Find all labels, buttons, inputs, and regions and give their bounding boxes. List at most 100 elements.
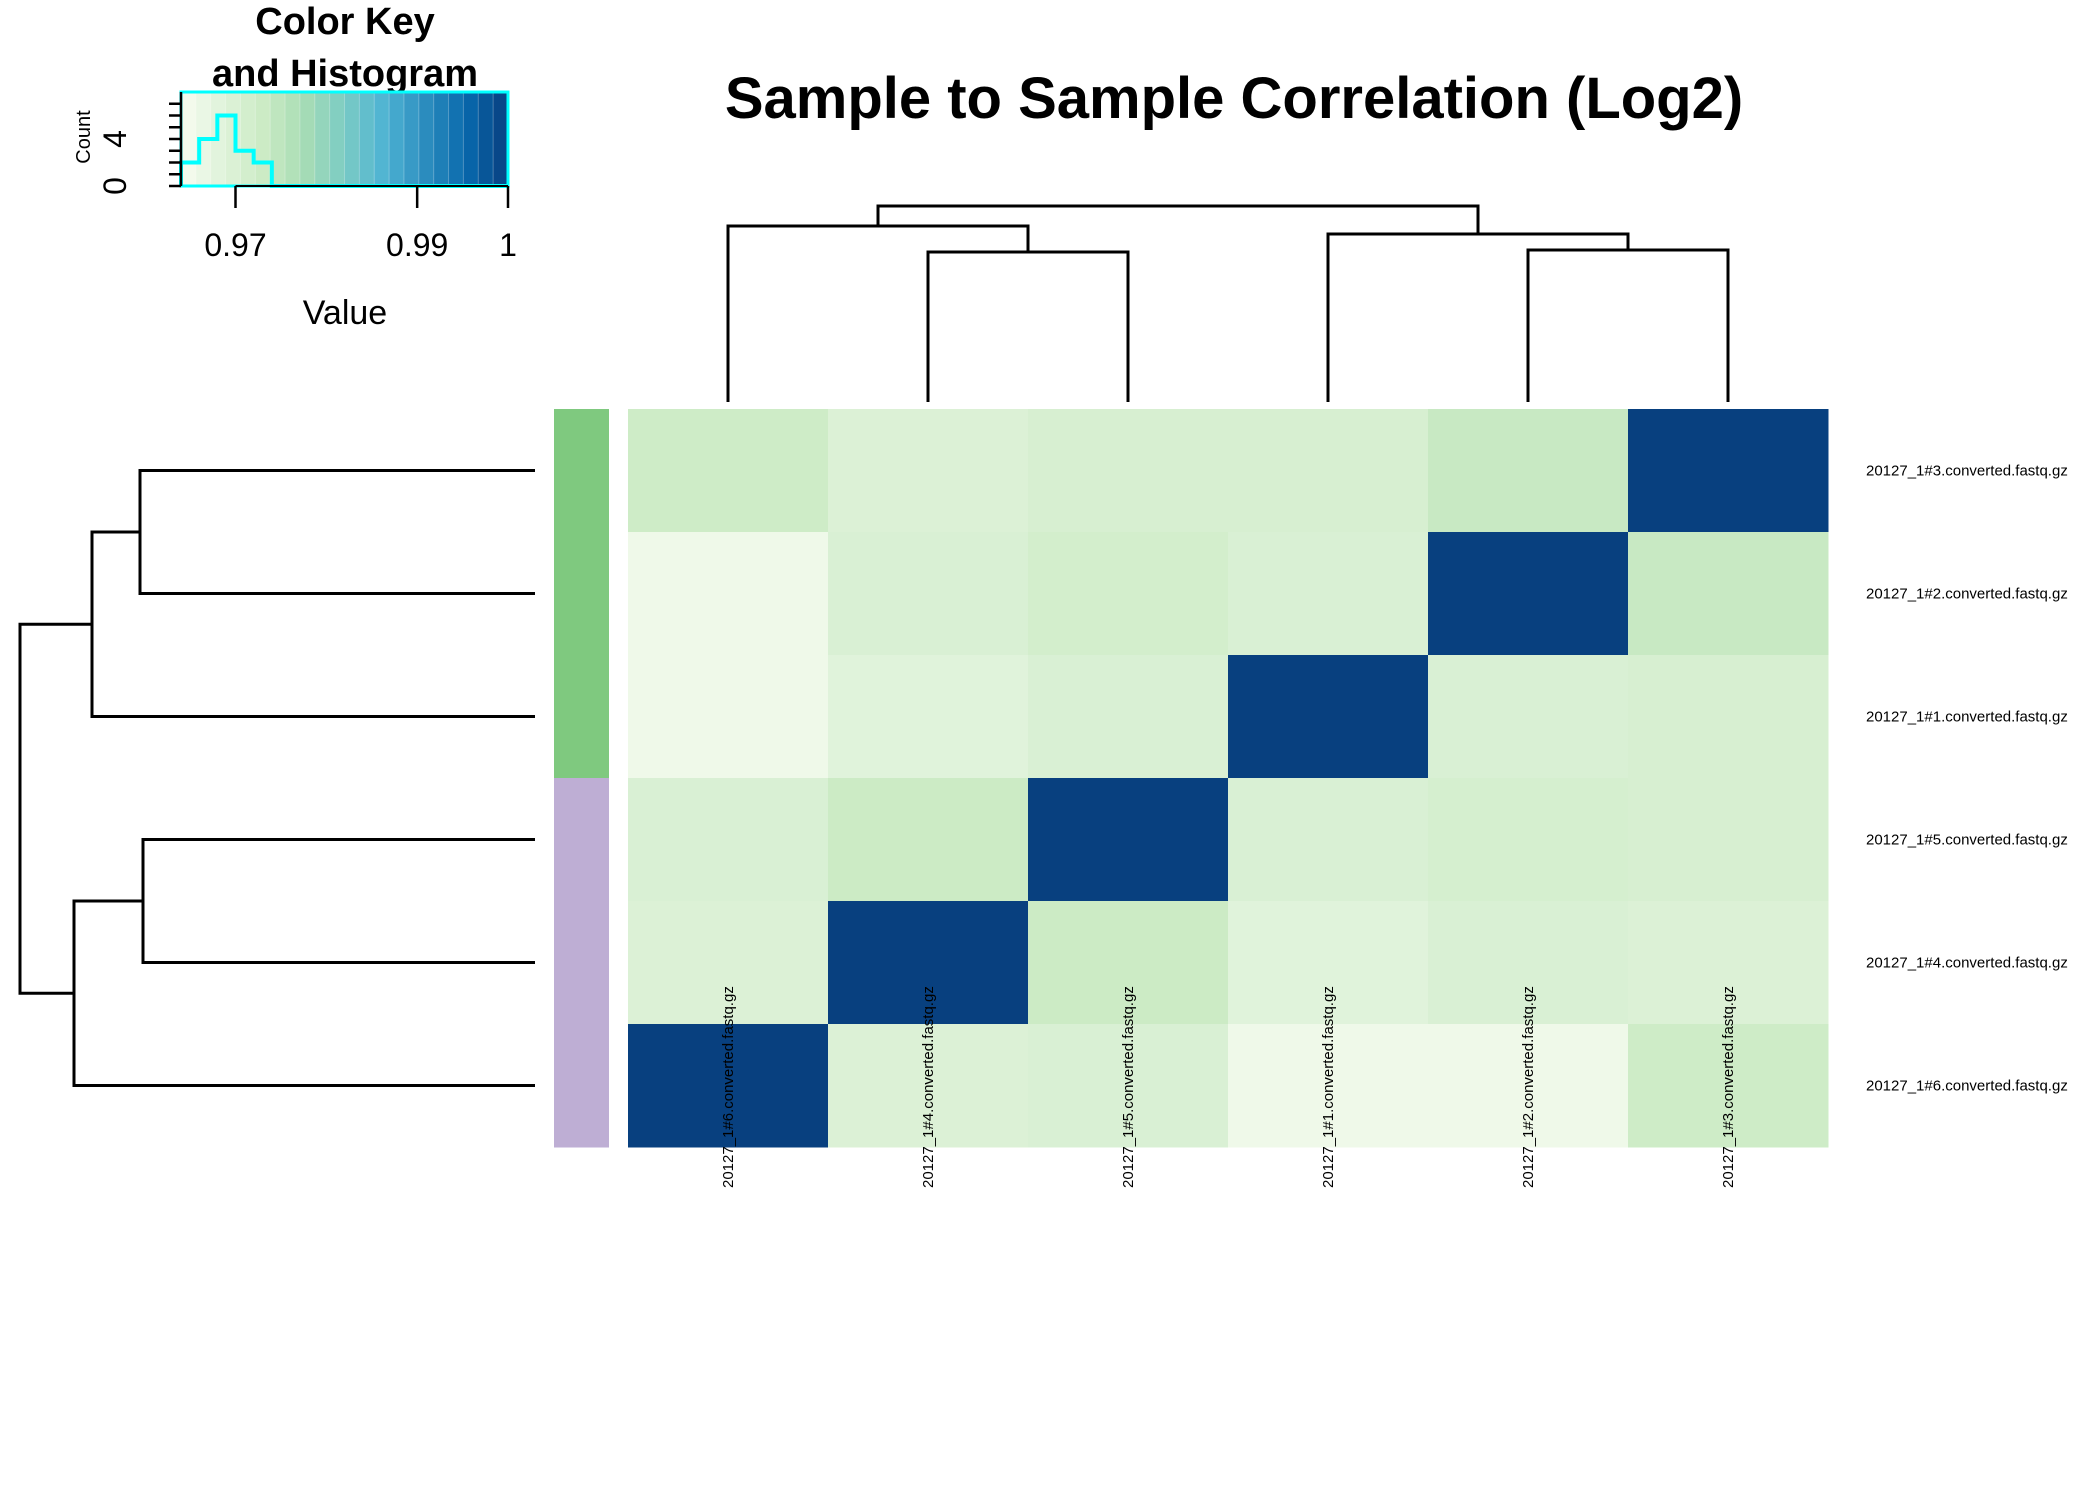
- heatmap-cells: [628, 409, 1829, 1148]
- heatmap-cell: [1028, 409, 1229, 533]
- color-key-axes: 0 4 0.97 0.99 1: [97, 92, 517, 263]
- row-dendrogram: [18, 469, 535, 1087]
- heatmap-cell: [1628, 1024, 1829, 1148]
- row-labels: 20127_1#3.converted.fastq.gz 20127_1#2.co…: [1866, 463, 2068, 1095]
- color-key: Color Key and Histogram 0 4 0.97 0.99 1 Valu…: [73, 1, 517, 332]
- heatmap-cell: [628, 532, 829, 656]
- heatmap-cell: [1428, 409, 1629, 533]
- color-key-swatch: [284, 91, 301, 187]
- heatmap-cell: [1228, 409, 1429, 533]
- color-key-x-tick-label: 0.99: [386, 227, 448, 263]
- heatmap-cell: [1028, 778, 1229, 902]
- heatmap-cell: [1628, 655, 1829, 779]
- color-key-swatch: [373, 91, 391, 187]
- row-label: 20127_1#6.converted.fastq.gz: [1866, 1078, 2068, 1095]
- heatmap-cell: [1428, 1024, 1629, 1148]
- color-key-x-tick-label: 1: [499, 227, 517, 263]
- color-key-y-tick-label: 4: [97, 130, 133, 148]
- heatmap-cell: [1628, 778, 1829, 902]
- heatmap-cell: [628, 901, 829, 1025]
- column-label: 20127_1#6.converted.fastq.gz: [720, 986, 737, 1188]
- color-key-title-line1: Color Key: [255, 1, 434, 43]
- row-side-color: [554, 778, 609, 902]
- heatmap-cell: [1628, 532, 1829, 656]
- heatmap-cell: [1428, 532, 1629, 656]
- color-key-swatch: [477, 91, 495, 187]
- row-side-color: [554, 901, 609, 1025]
- dendrogram-branch: [138, 469, 535, 595]
- color-key-swatch: [358, 91, 376, 187]
- row-side-color: [554, 1024, 609, 1148]
- row-side-color: [554, 532, 609, 656]
- color-key-xlabel: Value: [303, 294, 387, 332]
- column-label: 20127_1#3.converted.fastq.gz: [1720, 986, 1737, 1188]
- color-key-ylabel: Count: [73, 110, 95, 164]
- color-key-swatch: [180, 91, 197, 187]
- heatmap-cell: [1428, 655, 1629, 779]
- column-label: 20127_1#2.converted.fastq.gz: [1520, 986, 1537, 1188]
- heatmap-cell: [628, 409, 829, 533]
- dendrogram-branch: [141, 838, 535, 964]
- heatmap-cell: [1628, 901, 1829, 1025]
- row-label: 20127_1#2.converted.fastq.gz: [1866, 586, 2068, 603]
- color-key-swatch: [433, 91, 450, 187]
- column-labels: 20127_1#6.converted.fastq.gz 20127_1#4.co…: [720, 986, 1737, 1188]
- color-key-swatch: [448, 91, 465, 187]
- dendrogram-branch: [1326, 232, 1630, 402]
- color-key-y-tick-label: 0: [97, 177, 133, 195]
- heatmap-cell: [1628, 409, 1829, 533]
- heatmap-cell: [1428, 901, 1629, 1025]
- heatmap-cell: [828, 1024, 1029, 1148]
- column-label: 20127_1#1.converted.fastq.gz: [1320, 986, 1337, 1188]
- dendrogram-branch: [1526, 248, 1730, 402]
- color-key-swatch: [225, 91, 242, 187]
- heatmap-cell: [1228, 901, 1429, 1025]
- heatmap-cell: [1228, 1024, 1429, 1148]
- heatmap-cell: [1228, 778, 1429, 902]
- color-key-title-line2: and Histogram: [212, 53, 478, 95]
- row-side-color: [554, 655, 609, 779]
- color-key-swatch: [299, 91, 316, 187]
- color-key-swatch: [418, 91, 435, 187]
- row-label: 20127_1#1.converted.fastq.gz: [1866, 709, 2068, 726]
- color-key-swatch: [492, 91, 509, 187]
- row-label: 20127_1#4.converted.fastq.gz: [1866, 955, 2068, 972]
- heatmap-cell: [628, 655, 829, 779]
- column-label: 20127_1#4.converted.fastq.gz: [920, 986, 937, 1188]
- heatmap-cell: [628, 1024, 829, 1148]
- row-label: 20127_1#3.converted.fastq.gz: [1866, 463, 2068, 480]
- color-key-swatch: [462, 91, 480, 187]
- heatmap-cell: [828, 655, 1029, 779]
- color-key-x-tick-label: 0.97: [204, 227, 266, 263]
- heatmap-cell: [1028, 655, 1229, 779]
- column-dendrogram: [726, 204, 1730, 402]
- color-key-swatch: [329, 91, 346, 187]
- color-key-swatch: [314, 91, 331, 187]
- heatmap-cell: [1228, 655, 1429, 779]
- heatmap-cell: [1428, 778, 1629, 902]
- color-key-swatch: [344, 91, 361, 187]
- heatmap-cell: [828, 901, 1029, 1025]
- color-key-histogram-line: [179, 113, 508, 188]
- chart-title: Sample to Sample Correlation (Log2): [725, 66, 1743, 131]
- row-side-color-bar: [554, 409, 609, 1148]
- color-key-swatch: [239, 91, 257, 187]
- dendrogram-branch: [18, 622, 92, 995]
- color-key-swatch: [254, 91, 272, 187]
- column-label: 20127_1#5.converted.fastq.gz: [1120, 986, 1137, 1188]
- heatmap-cell: [1228, 532, 1429, 656]
- heatmap-cell: [828, 409, 1029, 533]
- color-key-swatch: [388, 91, 405, 187]
- dendrogram-branch: [876, 204, 1480, 234]
- color-key-gradient: [180, 91, 509, 187]
- heatmap-cell: [828, 532, 1029, 656]
- heatmap-cell: [1028, 532, 1229, 656]
- row-label: 20127_1#5.converted.fastq.gz: [1866, 832, 2068, 849]
- dendrogram-branch: [926, 250, 1130, 402]
- row-side-color: [554, 409, 609, 533]
- heatmap-cell: [1028, 901, 1229, 1025]
- heatmap-cell: [1028, 1024, 1229, 1148]
- color-key-swatch: [403, 91, 420, 187]
- heatmap-cell: [828, 778, 1029, 902]
